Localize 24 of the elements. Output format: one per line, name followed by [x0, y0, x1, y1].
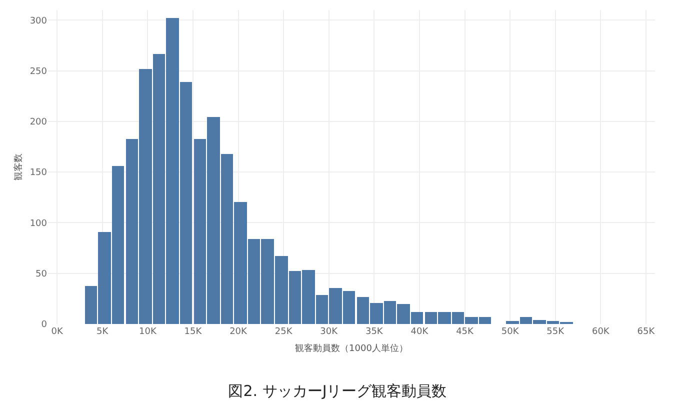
x-tick-label: 15K [184, 327, 203, 337]
x-tick-label: 10K [138, 327, 158, 337]
x-tick-label: 30K [320, 327, 339, 337]
x-tick-label: 35K [365, 327, 384, 337]
x-tick-label: 45K [456, 327, 475, 337]
x-tick-label: 60K [592, 327, 610, 337]
x-tick-label: 40K [410, 327, 430, 337]
y-axis-title: 観客数 [13, 154, 24, 180]
y-tick-label: 150 [30, 168, 48, 178]
y-tick-label: 50 [36, 270, 48, 280]
x-axis-title: 観客動員数（1000人単位） [295, 342, 408, 354]
y-tick-label: 300 [30, 16, 48, 26]
x-tick-label: 25K [274, 327, 294, 337]
x-tick-label: 5K [96, 327, 110, 337]
y-tick-label: 200 [30, 118, 48, 128]
x-tick-label: 50K [501, 327, 520, 337]
x-tick-label: 65K [637, 327, 656, 337]
y-tick-label: 250 [30, 66, 48, 77]
x-tick-label: 55K [546, 327, 566, 337]
text: 図2. サッカーJリーグ観客動員数 [228, 382, 447, 400]
y-tick-label: 100 [30, 218, 48, 229]
x-tick-label: 20K [230, 327, 248, 337]
y-tick-label: 0 [41, 320, 48, 330]
x-tick-label: 0K [51, 327, 64, 337]
